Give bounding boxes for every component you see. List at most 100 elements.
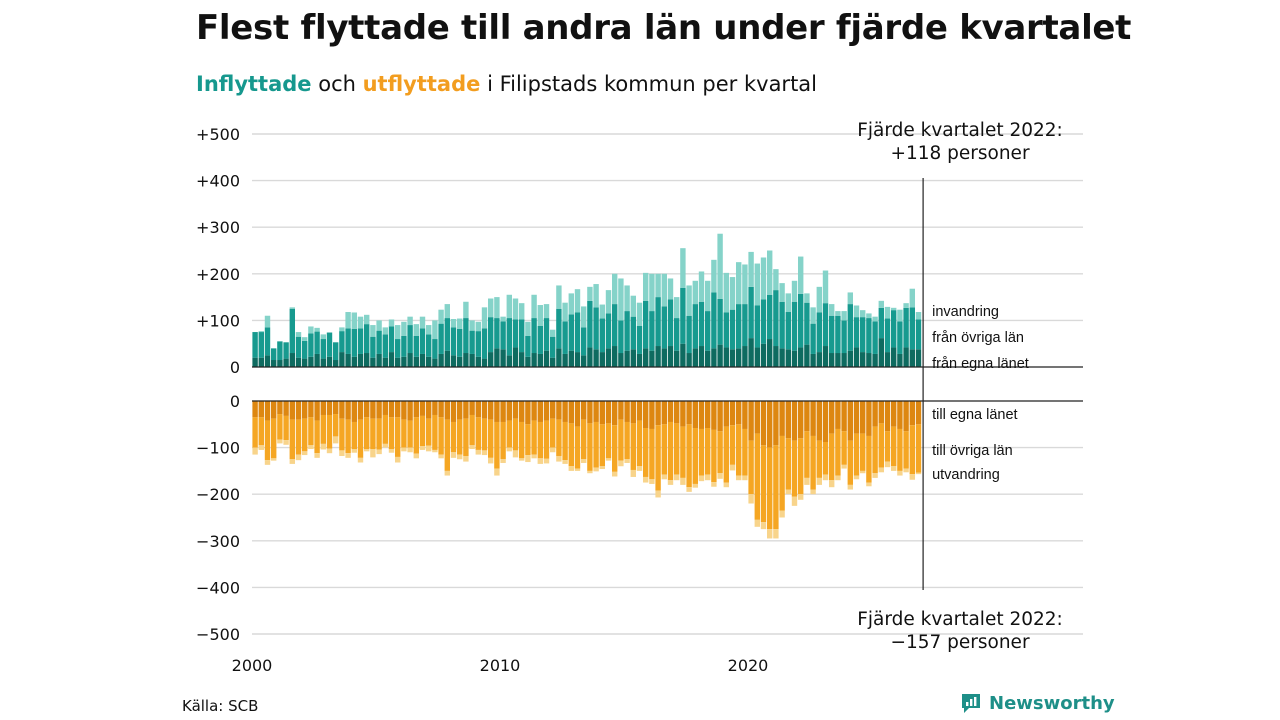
outflow-same-county-bar xyxy=(519,401,525,422)
outflow-same-county-bar xyxy=(785,401,791,439)
outflow-same-county-bar xyxy=(252,401,258,418)
subtitle-rest: i Filipstads kommun per kvartal xyxy=(480,72,818,96)
inflow-immigration-bar xyxy=(593,284,599,308)
outflow-same-county-bar xyxy=(283,401,289,416)
outflow-other-counties-bar xyxy=(413,417,419,454)
inflow-immigration-bar xyxy=(339,327,345,332)
outflow-emigration-bar xyxy=(667,480,674,485)
outflow-emigration-bar xyxy=(773,529,779,539)
inflow-other-counties-bar xyxy=(767,294,773,340)
outflow-other-counties-bar xyxy=(785,438,791,490)
inflow-same-county-bar xyxy=(382,357,388,367)
outflow-other-counties-bar xyxy=(816,440,822,478)
inflow-immigration-bar xyxy=(897,309,903,322)
outflow-other-counties-bar xyxy=(512,418,519,451)
outflow-emigration-bar xyxy=(450,452,457,458)
outflow-other-counties-bar xyxy=(779,435,785,511)
outflow-other-counties-bar xyxy=(357,419,364,458)
inflow-immigration-bar xyxy=(550,329,556,337)
outflow-emigration-bar xyxy=(271,458,277,461)
inflow-immigration-bar xyxy=(791,280,798,302)
inflow-same-county-bar xyxy=(711,348,717,367)
y-tick-label: +100 xyxy=(196,311,240,330)
outflow-other-counties-bar xyxy=(599,424,605,467)
inflow-other-counties-bar xyxy=(661,306,667,349)
outflow-other-counties-bar xyxy=(748,440,754,495)
outflow-same-county-bar xyxy=(686,401,692,425)
inflow-same-county-bar xyxy=(550,357,556,367)
outflow-same-county-bar xyxy=(413,401,419,418)
outflow-same-county-bar xyxy=(488,401,494,420)
outflow-other-counties-bar xyxy=(326,414,333,449)
outflow-emigration-bar xyxy=(593,467,599,472)
inflow-other-counties-bar xyxy=(754,305,760,348)
inflow-immigration-bar xyxy=(903,303,909,308)
outflow-emigration-bar xyxy=(351,448,357,453)
outflow-same-county-bar xyxy=(426,401,432,419)
inflow-same-county-bar xyxy=(357,353,364,367)
inflow-other-counties-bar xyxy=(512,319,519,348)
outflow-other-counties-bar xyxy=(884,431,891,462)
outflow-emigration-bar xyxy=(395,456,401,463)
outflow-same-county-bar xyxy=(853,401,860,434)
inflow-same-county-bar xyxy=(661,348,667,367)
inflow-same-county-bar xyxy=(587,347,593,367)
outflow-same-county-bar xyxy=(624,401,630,422)
inflow-immigration-bar xyxy=(636,302,643,326)
inflow-immigration-bar xyxy=(382,327,388,335)
inflow-other-counties-bar xyxy=(426,334,432,357)
outflow-emigration-bar xyxy=(804,477,810,485)
y-tick-label: +400 xyxy=(196,172,240,191)
outflow-other-counties-bar xyxy=(841,431,847,465)
inflow-same-county-bar xyxy=(717,344,723,367)
outflow-emigration-bar xyxy=(698,475,705,482)
inflow-immigration-bar xyxy=(438,309,444,324)
outflow-same-county-bar xyxy=(897,401,903,429)
outflow-other-counties-bar xyxy=(469,414,475,446)
inflow-same-county-bar xyxy=(562,353,568,367)
inflow-immigration-bar xyxy=(612,273,618,305)
y-tick-label: −300 xyxy=(196,532,240,551)
outflow-other-counties-bar xyxy=(630,423,636,470)
inflow-same-county-bar xyxy=(847,350,853,367)
outflow-emigration-bar xyxy=(333,436,339,444)
outflow-same-county-bar xyxy=(655,401,661,426)
outflow-same-county-bar xyxy=(512,401,519,419)
inflow-same-county-bar xyxy=(624,350,630,367)
outflow-emigration-bar xyxy=(891,466,897,471)
inflow-immigration-bar xyxy=(581,306,587,328)
inflow-immigration-bar xyxy=(624,285,630,312)
outflow-same-county-bar xyxy=(835,401,841,429)
outflow-emigration-bar xyxy=(729,464,736,471)
outflow-same-county-bar xyxy=(736,401,742,425)
inflow-immigration-bar xyxy=(463,301,469,319)
outflow-emigration-bar xyxy=(357,457,364,463)
inflow-immigration-bar xyxy=(512,298,519,320)
inflow-immigration-bar xyxy=(444,304,450,319)
inflow-other-counties-bar xyxy=(835,315,841,354)
inflow-other-counties-bar xyxy=(488,317,494,353)
outflow-other-counties-bar xyxy=(717,431,723,474)
outflow-emigration-bar xyxy=(401,447,407,452)
outflow-emigration-bar xyxy=(370,448,376,458)
inflow-immigration-bar xyxy=(779,283,785,302)
outflow-other-counties-bar xyxy=(302,418,308,452)
outflow-emigration-bar xyxy=(630,469,636,477)
outflow-same-county-bar xyxy=(345,401,351,420)
inflow-same-county-bar xyxy=(748,338,754,367)
outflow-other-counties-bar xyxy=(581,419,587,460)
outflow-emigration-bar xyxy=(878,467,884,473)
inflow-immigration-bar xyxy=(680,248,686,288)
inflow-same-county-bar xyxy=(680,343,686,367)
inflow-other-counties-bar xyxy=(537,325,543,354)
outflow-same-county-bar xyxy=(810,401,816,436)
outflow-same-county-bar xyxy=(636,401,643,421)
inflow-same-county-bar xyxy=(643,348,649,367)
outflow-same-county-bar xyxy=(643,401,649,429)
outflow-other-counties-bar xyxy=(277,414,283,440)
inflow-immigration-bar xyxy=(395,325,401,340)
annotation-top-line: Fjärde kvartalet 2022: xyxy=(857,120,1063,141)
outflow-emigration-bar xyxy=(748,494,754,504)
outflow-emigration-bar xyxy=(345,453,351,458)
inflow-other-counties-bar xyxy=(351,328,357,357)
